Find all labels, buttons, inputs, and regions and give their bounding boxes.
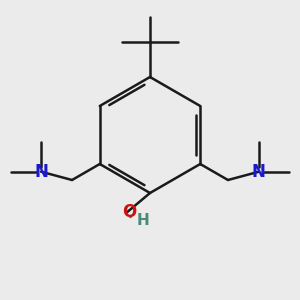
Text: O: O [122, 203, 136, 221]
Text: N: N [252, 163, 266, 181]
Text: N: N [34, 163, 48, 181]
Text: H: H [137, 213, 150, 228]
